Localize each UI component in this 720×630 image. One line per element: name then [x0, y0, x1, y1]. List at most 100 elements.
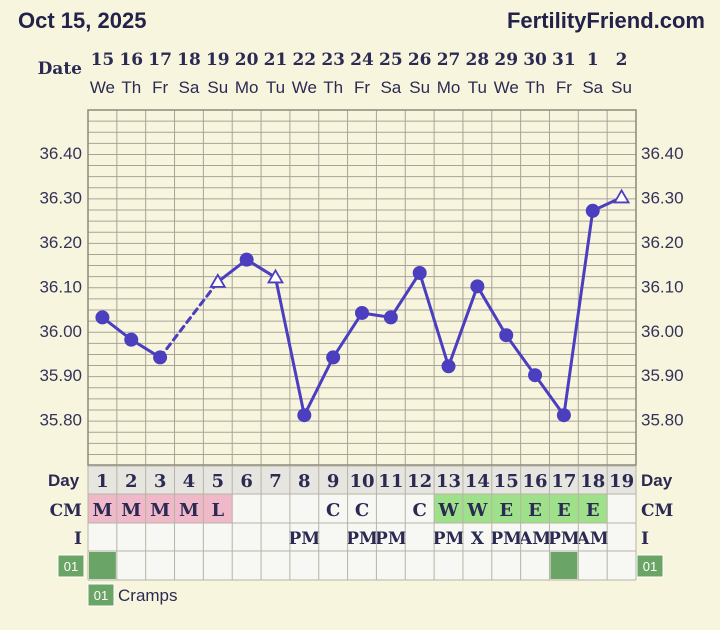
temperature-segment: [562, 209, 595, 417]
intercourse-row-label: I: [74, 529, 82, 549]
cycle-day-number: 2: [125, 471, 138, 492]
temperature-segment: [504, 333, 537, 377]
cycle-day-cell: [347, 466, 377, 494]
cm-value: C: [413, 500, 427, 521]
cycle-day-cell: [116, 466, 146, 494]
cm-value: M: [121, 500, 141, 521]
cycle-day-number: 10: [349, 471, 374, 492]
weekday-label: Sa: [582, 78, 603, 97]
cycle-day-number: 11: [378, 471, 403, 492]
y-tick-label-right: 35.80: [641, 411, 684, 430]
temperature-point-open: [209, 273, 227, 288]
weekday-label: Mo: [437, 78, 461, 97]
cm-value: L: [211, 500, 224, 521]
cycle-day-number: 14: [465, 471, 490, 492]
cm-cell-highlight: [549, 494, 579, 523]
temperature-segment: [533, 373, 566, 417]
temperature-point: [326, 350, 341, 365]
cycle-day-cell: [203, 466, 233, 494]
temperature-segment: [273, 275, 306, 417]
date-number: 31: [552, 50, 576, 70]
intercourse-value: PM: [375, 529, 407, 549]
cycle-day-cell: [174, 466, 204, 494]
date-number: 18: [177, 50, 201, 70]
cm-value: E: [586, 500, 600, 521]
cm-cell-highlight: [145, 494, 175, 523]
cm-value: C: [326, 500, 340, 521]
cm-value: E: [528, 500, 542, 521]
weekday-label: Su: [409, 78, 430, 97]
cm-value: W: [466, 500, 488, 521]
cycle-day-number: 1: [96, 471, 109, 492]
y-tick-label-right: 35.90: [641, 366, 684, 385]
temperature-point: [124, 332, 139, 347]
date-number: 22: [292, 50, 316, 70]
intercourse-value: PM: [433, 529, 465, 549]
temperature-point: [412, 265, 427, 280]
y-tick-label-right: 36.30: [641, 188, 684, 207]
y-tick-label-left: 36.10: [39, 277, 82, 296]
cycle-day-number: 4: [183, 471, 196, 492]
symptom-tag-left: [57, 554, 85, 578]
cycle-day-number: 15: [494, 471, 519, 492]
cm-cell-highlight: [434, 494, 463, 523]
cycle-day-cell: [318, 466, 348, 494]
intercourse-row-label-right: I: [641, 529, 649, 549]
cycle-day-number: 6: [240, 471, 253, 492]
cycle-day-number: 7: [269, 471, 282, 492]
date-number: 17: [148, 50, 172, 70]
cm-cell-highlight: [116, 494, 146, 523]
y-tick-label-left: 36.00: [39, 322, 82, 341]
legend-tag: [87, 583, 115, 607]
intercourse-value: AM: [576, 529, 609, 549]
symptom-tag-right: [636, 554, 664, 578]
weekday-label: Fr: [152, 78, 168, 97]
temperature-point: [355, 305, 369, 320]
date-number: 1: [587, 50, 599, 70]
cm-cell-highlight: [578, 494, 608, 523]
date-number: 21: [264, 50, 288, 70]
y-tick-label-left: 36.40: [39, 144, 82, 163]
temperature-point-open: [266, 268, 285, 284]
weekday-label: Tu: [266, 78, 285, 97]
y-tick-label-left: 35.90: [39, 366, 82, 385]
cm-value: E: [557, 500, 571, 521]
cm-value: M: [179, 500, 199, 521]
weekday-label: We: [292, 78, 317, 97]
date-number: 20: [235, 50, 259, 70]
temperature-segment: [302, 355, 335, 417]
cycle-day-number: 17: [551, 471, 576, 492]
row-background: [88, 523, 636, 551]
date-number: 26: [408, 50, 432, 70]
y-tick-label-right: 36.00: [641, 322, 684, 341]
symptom-tag-left-text: 01: [64, 559, 78, 574]
temperature-point: [95, 310, 110, 325]
temperature-point: [528, 368, 543, 383]
cycle-day-cell: [145, 466, 175, 494]
day-row-label: Day: [48, 471, 80, 490]
cm-cell-highlight: [203, 494, 233, 523]
cm-value: W: [437, 500, 459, 521]
day-row-label-right: Day: [641, 471, 673, 490]
symptom-cell: [89, 552, 116, 579]
weekday-label: Su: [207, 78, 228, 97]
cycle-day-number: 19: [609, 471, 634, 492]
weekday-label: Th: [525, 78, 545, 97]
date-number: 19: [206, 50, 230, 70]
date-number: 28: [466, 50, 490, 70]
cycle-day-number: 13: [436, 471, 461, 492]
date-number: 24: [350, 50, 374, 70]
site-name[interactable]: FertilityFriend.com: [506, 8, 705, 33]
temperature-point: [239, 252, 254, 267]
temperature-segment: [389, 271, 422, 319]
temperature-point: [470, 279, 485, 294]
cycle-day-number: 3: [154, 471, 167, 492]
symptom-cell: [550, 552, 578, 579]
cycle-day-cell: [261, 466, 290, 494]
cm-row-label-right: CM: [641, 501, 674, 521]
temperature-point-open: [613, 188, 631, 204]
y-tick-label-left: 36.30: [39, 188, 82, 207]
temperature-point: [585, 203, 600, 218]
temperature-point: [383, 310, 398, 325]
